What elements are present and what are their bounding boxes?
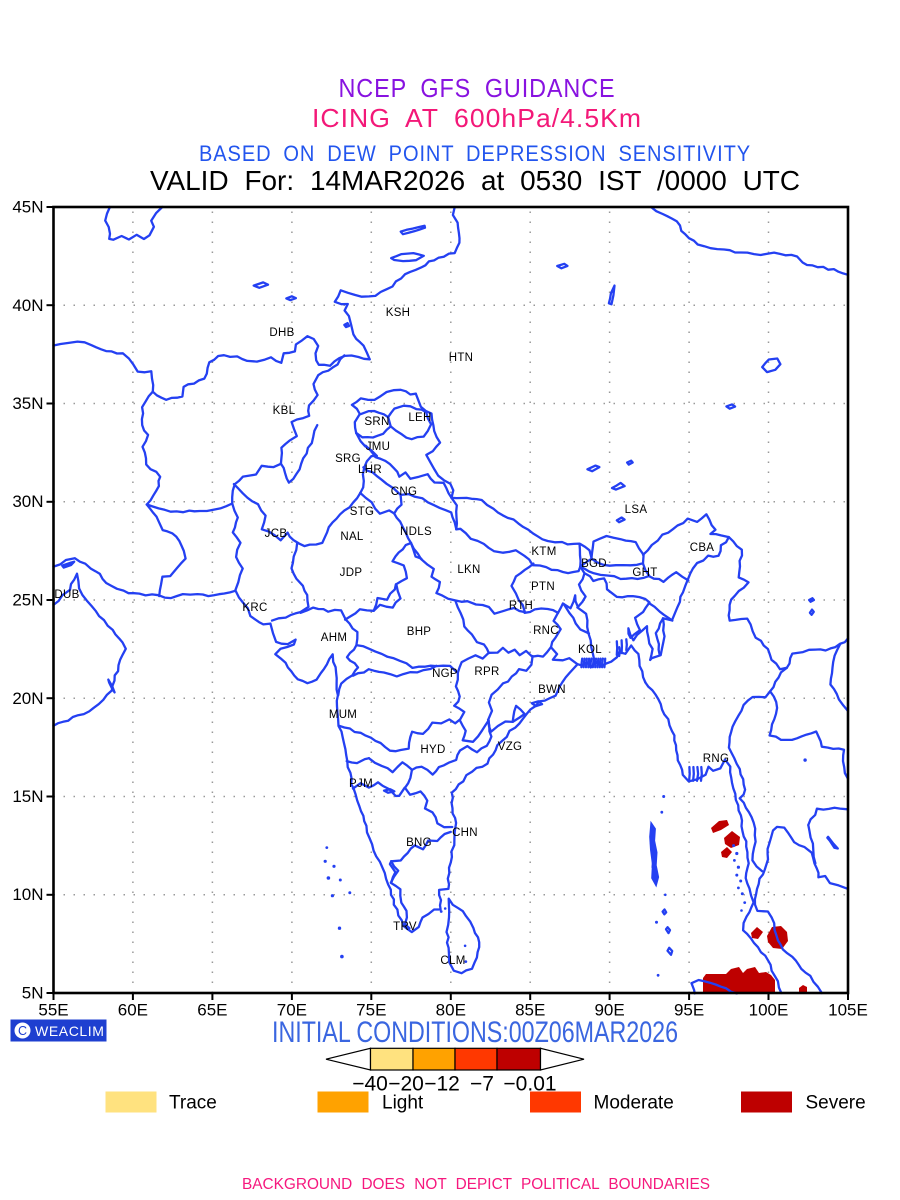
svg-text:NCEP GFS GUIDANCE: NCEP GFS GUIDANCE (339, 73, 616, 103)
svg-text:LSA: LSA (625, 504, 648, 516)
svg-text:LKN: LKN (457, 564, 480, 576)
svg-text:Light: Light (382, 1093, 424, 1114)
svg-text:5N: 5N (22, 984, 44, 1003)
svg-text:NDLS: NDLS (400, 526, 432, 538)
svg-text:VALID For: 14MAR2026 at 0530 I: VALID For: 14MAR2026 at 0530 IST /0000 U… (150, 165, 800, 196)
svg-text:CHN: CHN (452, 827, 478, 839)
svg-text:−12: −12 (424, 1073, 460, 1096)
svg-text:CLM: CLM (440, 955, 465, 967)
svg-text:45N: 45N (12, 198, 43, 217)
svg-text:BWN: BWN (538, 684, 566, 696)
svg-text:JDP: JDP (340, 567, 363, 579)
svg-text:100E: 100E (749, 1001, 789, 1020)
svg-text:−20: −20 (388, 1073, 424, 1096)
svg-text:70E: 70E (277, 1001, 307, 1020)
svg-text:BASED ON DEW POINT DEPRESSION: BASED ON DEW POINT DEPRESSION SENSITIVIT… (199, 141, 751, 166)
svg-text:20N: 20N (12, 689, 43, 708)
svg-text:WEACLIM: WEACLIM (35, 1023, 105, 1039)
svg-text:BGD: BGD (581, 558, 607, 570)
svg-text:LHR: LHR (358, 464, 382, 476)
svg-text:VZG: VZG (498, 741, 523, 753)
svg-text:30N: 30N (12, 492, 43, 511)
svg-text:KSH: KSH (386, 307, 411, 319)
svg-text:RTH: RTH (509, 600, 533, 612)
svg-text:−40: −40 (352, 1073, 388, 1096)
svg-text:MUM: MUM (329, 709, 357, 721)
svg-text:75E: 75E (356, 1001, 386, 1020)
svg-text:105E: 105E (828, 1001, 868, 1020)
svg-text:KBL: KBL (273, 405, 296, 417)
svg-text:NGP: NGP (432, 668, 458, 680)
svg-text:Moderate: Moderate (594, 1093, 674, 1114)
svg-text:HTN: HTN (449, 352, 474, 364)
svg-text:80E: 80E (436, 1001, 466, 1020)
svg-text:AHM: AHM (321, 632, 347, 644)
svg-text:KRC: KRC (242, 602, 267, 614)
svg-text:CNG: CNG (391, 486, 417, 498)
svg-text:BACKGROUND DOES NOT DEPICT POL: BACKGROUND DOES NOT DEPICT POLITICAL BOU… (242, 1176, 710, 1193)
svg-text:SRG: SRG (335, 453, 361, 465)
svg-text:−0.01: −0.01 (503, 1073, 556, 1096)
svg-text:Severe: Severe (806, 1093, 866, 1114)
svg-text:10N: 10N (12, 885, 43, 904)
svg-text:SRN: SRN (364, 416, 389, 428)
svg-text:90E: 90E (594, 1001, 624, 1020)
svg-text:INITIAL CONDITIONS:00Z06MAR202: INITIAL CONDITIONS:00Z06MAR2026 (272, 1016, 678, 1049)
svg-text:BNG: BNG (406, 837, 432, 849)
svg-text:−7: −7 (470, 1073, 494, 1096)
svg-text:DUB: DUB (54, 589, 79, 601)
svg-text:RNG: RNG (703, 753, 729, 765)
svg-text:PTN: PTN (531, 581, 555, 593)
svg-text:55E: 55E (38, 1001, 68, 1020)
svg-text:JMU: JMU (366, 441, 391, 453)
svg-text:JCB: JCB (265, 528, 288, 540)
svg-text:65E: 65E (197, 1001, 227, 1020)
svg-text:KTM: KTM (531, 546, 556, 558)
svg-text:60E: 60E (118, 1001, 148, 1020)
svg-text:CBA: CBA (690, 542, 715, 554)
svg-text:BHP: BHP (407, 626, 432, 638)
svg-text:LEH: LEH (408, 412, 431, 424)
svg-text:15N: 15N (12, 787, 43, 806)
svg-text:95E: 95E (674, 1001, 704, 1020)
svg-text:C: C (18, 1024, 27, 1038)
svg-text:STG: STG (350, 506, 375, 518)
svg-text:ICING AT 600hPa/4.5Km: ICING AT 600hPa/4.5Km (312, 103, 642, 133)
svg-text:KOL: KOL (578, 644, 602, 656)
svg-text:GHT: GHT (632, 567, 657, 579)
svg-text:TRV: TRV (393, 921, 417, 933)
svg-text:35N: 35N (12, 394, 43, 413)
svg-text:RNC: RNC (533, 625, 559, 637)
svg-text:DHB: DHB (269, 327, 294, 339)
svg-text:PJM: PJM (349, 778, 373, 790)
svg-text:25N: 25N (12, 591, 43, 610)
svg-text:40N: 40N (12, 296, 43, 315)
svg-text:RPR: RPR (474, 666, 499, 678)
svg-text:Trace: Trace (169, 1093, 217, 1114)
svg-text:85E: 85E (515, 1001, 545, 1020)
svg-text:HYD: HYD (420, 744, 445, 756)
svg-text:NAL: NAL (340, 531, 364, 543)
